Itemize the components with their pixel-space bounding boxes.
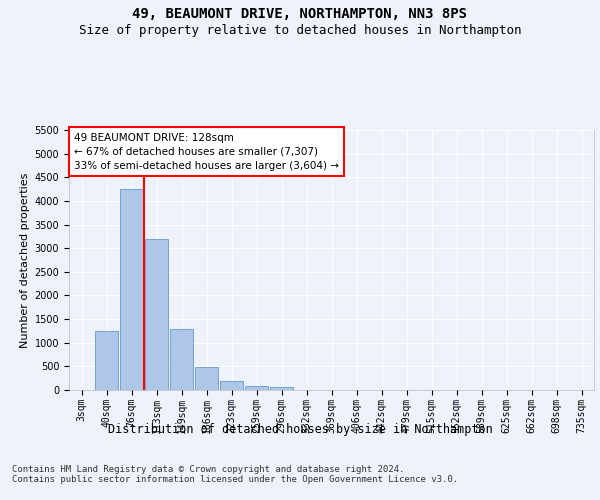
Bar — [120, 189, 143, 390]
Text: Distribution of detached houses by size in Northampton: Distribution of detached houses by size … — [107, 422, 493, 436]
Bar — [245, 386, 268, 390]
Bar — [145, 238, 168, 390]
Text: 49 BEAUMONT DRIVE: 128sqm
← 67% of detached houses are smaller (7,307)
33% of se: 49 BEAUMONT DRIVE: 128sqm ← 67% of detac… — [74, 132, 339, 170]
Y-axis label: Number of detached properties: Number of detached properties — [20, 172, 31, 348]
Bar — [270, 387, 293, 390]
Text: 49, BEAUMONT DRIVE, NORTHAMPTON, NN3 8PS: 49, BEAUMONT DRIVE, NORTHAMPTON, NN3 8PS — [133, 8, 467, 22]
Text: Contains HM Land Registry data © Crown copyright and database right 2024.
Contai: Contains HM Land Registry data © Crown c… — [12, 465, 458, 484]
Bar — [195, 368, 218, 390]
Bar — [95, 331, 118, 390]
Bar — [170, 328, 193, 390]
Text: Size of property relative to detached houses in Northampton: Size of property relative to detached ho… — [79, 24, 521, 37]
Bar — [220, 380, 243, 390]
